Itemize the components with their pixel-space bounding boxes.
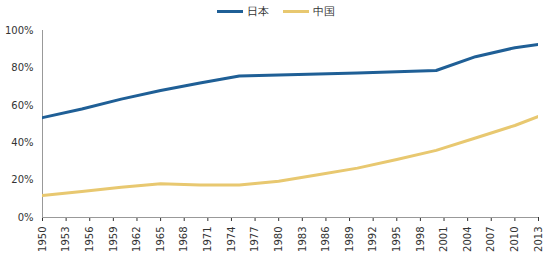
svg-text:40%: 40%	[11, 137, 33, 148]
svg-text:1962: 1962	[131, 227, 142, 252]
svg-text:80%: 80%	[11, 62, 33, 73]
html-text:日本: 日本	[247, 4, 269, 18]
svg-text:2001: 2001	[438, 227, 449, 252]
svg-text:1992: 1992	[367, 227, 378, 252]
svg-text:20%: 20%	[11, 174, 33, 185]
svg-text:2010: 2010	[509, 227, 520, 252]
svg-text:2004: 2004	[462, 227, 473, 252]
svg-text:1989: 1989	[344, 227, 355, 252]
svg-text:1953: 1953	[60, 227, 71, 252]
svg-text:1977: 1977	[249, 227, 260, 252]
svg-text:1971: 1971	[202, 227, 213, 252]
svg-text:2013: 2013	[533, 227, 544, 252]
svg-text:1968: 1968	[178, 227, 189, 252]
svg-text:1983: 1983	[297, 227, 308, 252]
svg-text:2007: 2007	[485, 227, 496, 252]
svg-text:0%: 0%	[18, 212, 34, 223]
svg-text:1998: 1998	[415, 227, 426, 252]
svg-text:1965: 1965	[155, 227, 166, 252]
svg-text:1986: 1986	[320, 227, 331, 252]
svg-text:1950: 1950	[37, 227, 48, 252]
html-text:中国: 中国	[313, 4, 335, 18]
svg-text:60%: 60%	[11, 100, 33, 111]
svg-text:1974: 1974	[226, 227, 237, 252]
svg-text:1995: 1995	[391, 227, 402, 252]
svg-text:1956: 1956	[84, 227, 95, 252]
svg-text:1959: 1959	[108, 227, 119, 252]
svg-text:1980: 1980	[273, 227, 284, 252]
svg-text:100%: 100%	[5, 25, 34, 36]
